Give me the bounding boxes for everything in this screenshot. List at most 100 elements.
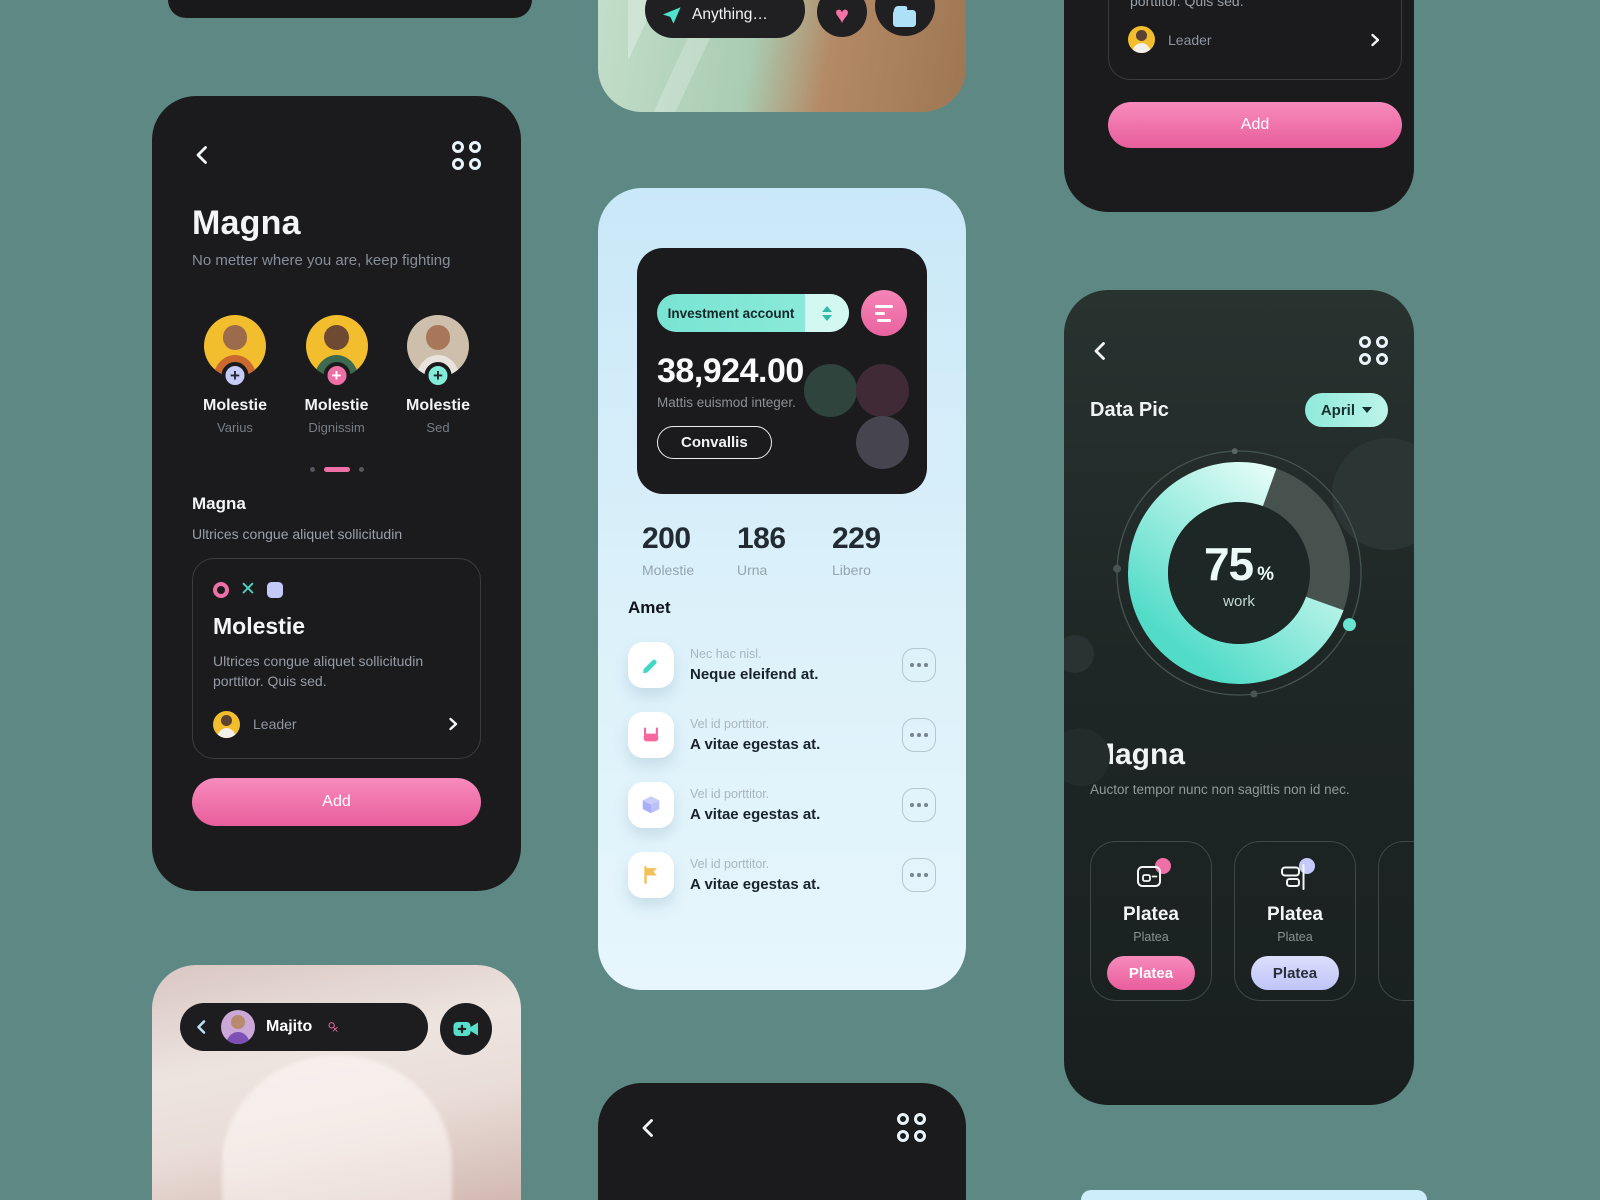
platea-card-subtitle: Platea xyxy=(1277,930,1313,944)
stat-item: 186 Urna xyxy=(737,522,823,578)
datapic-subheading: Auctor tempor nunc non sagittis non id n… xyxy=(1090,782,1350,797)
account-selector-label: Investment account xyxy=(667,305,795,321)
task-overline: Nec hac nisl. xyxy=(690,647,762,661)
pager-dot[interactable] xyxy=(358,467,364,472)
chat-header-bar: Majito ♀ xyxy=(180,1003,428,1051)
leader-row[interactable]: Leader xyxy=(213,710,460,738)
finance-screen: Investment account 38,924.00 Mattis euis… xyxy=(598,188,966,990)
page-title: Magna xyxy=(192,204,301,242)
more-button[interactable] xyxy=(902,858,936,892)
magna-screen: Magna No metter where you are, keep figh… xyxy=(152,96,521,891)
compose-bar[interactable]: Anything… xyxy=(645,0,805,38)
platea-button[interactable]: Platea xyxy=(1107,956,1195,990)
leader-avatar xyxy=(213,710,240,738)
back-icon[interactable] xyxy=(1090,340,1112,362)
platea-card-subtitle: Platea xyxy=(1133,930,1169,944)
task-item[interactable]: Vel id porttitor. A vitae egestas at. xyxy=(628,712,936,758)
more-button[interactable] xyxy=(902,718,936,752)
pager-dot[interactable] xyxy=(309,467,315,472)
chevron-right-icon[interactable] xyxy=(1368,33,1382,47)
stat-value: 229 xyxy=(832,522,881,555)
screen-sliver-bottom-right xyxy=(1081,1190,1427,1200)
chevron-right-icon[interactable] xyxy=(446,717,460,731)
platea-card-title: Platea xyxy=(1267,904,1323,925)
member-role: Sed xyxy=(426,420,450,435)
chat-photo-screen: Majito ♀ xyxy=(152,965,521,1200)
member-role: Varius xyxy=(217,420,253,435)
group-card xyxy=(1108,0,1402,80)
back-icon[interactable] xyxy=(192,144,214,166)
account-selector[interactable]: Investment account xyxy=(657,294,849,332)
clipboard-icon xyxy=(893,6,917,28)
circle-shape-icon xyxy=(213,581,229,598)
task-item[interactable]: Vel id porttitor. A vitae egestas at. xyxy=(628,782,936,828)
member-name: Molestie xyxy=(405,397,470,414)
task-item[interactable]: Vel id porttitor. A vitae egestas at. xyxy=(628,852,936,898)
month-selector[interactable]: April xyxy=(1304,393,1388,427)
stat-value: 200 xyxy=(642,522,691,555)
task-overline: Vel id porttitor. xyxy=(690,717,770,731)
decor-circle xyxy=(1064,635,1094,673)
donut-caption: work xyxy=(1223,592,1255,610)
stat-label: Libero xyxy=(832,562,871,578)
back-icon[interactable] xyxy=(194,1019,210,1035)
carousel-pager[interactable] xyxy=(192,467,481,472)
dark-bottom-screen xyxy=(598,1083,966,1200)
save-button[interactable] xyxy=(875,0,935,36)
window-icon xyxy=(1137,866,1161,887)
member-name: Molestie xyxy=(202,397,267,414)
leader-label: Leader xyxy=(1168,31,1212,48)
photo-screen: Anything… ♥ xyxy=(598,0,966,112)
back-icon[interactable] xyxy=(638,1117,660,1139)
member-item[interactable]: + Molestie Varius xyxy=(192,315,278,435)
decor-circle xyxy=(856,416,909,469)
compose-label: Anything… xyxy=(692,6,768,23)
video-camera-icon xyxy=(453,1022,478,1036)
group-card-title: Molestie xyxy=(213,613,306,639)
add-member-icon[interactable]: + xyxy=(323,362,350,389)
progress-donut-chart: 75 % work xyxy=(1109,443,1369,708)
balance-caption: Mattis euismod integer. xyxy=(657,395,796,410)
decor-circle xyxy=(856,364,909,417)
stats-row: 200 Molestie 186 Urna 229 Libero xyxy=(628,522,936,578)
square-shape-icon xyxy=(266,581,283,598)
convallis-button[interactable]: Convallis xyxy=(657,426,772,459)
more-button[interactable] xyxy=(902,648,936,682)
add-button[interactable]: Add xyxy=(192,777,481,826)
month-label: April xyxy=(1320,401,1355,419)
platea-card-partial[interactable] xyxy=(1378,841,1414,1001)
page-subtitle: No metter where you are, keep fighting xyxy=(192,252,451,269)
platea-card[interactable]: Platea Platea Platea xyxy=(1090,841,1212,1001)
member-item[interactable]: + Molestie Sed xyxy=(395,315,481,435)
member-item[interactable]: + Molestie Dignissim xyxy=(294,315,380,435)
like-button[interactable]: ♥ xyxy=(817,0,867,37)
task-item[interactable]: Nec hac nisl. Neque eleifend at. xyxy=(628,642,936,688)
leader-label: Leader xyxy=(253,716,297,733)
chat-avatar[interactable] xyxy=(221,1010,255,1044)
grid-menu-icon[interactable] xyxy=(897,1113,926,1142)
add-button[interactable]: Add xyxy=(1108,102,1402,148)
task-title: A vitae egestas at. xyxy=(690,736,821,753)
platea-card[interactable]: Platea Platea Platea xyxy=(1234,841,1356,1001)
leader-avatar xyxy=(1128,26,1155,53)
section-title: Magna xyxy=(192,494,246,513)
video-call-button[interactable] xyxy=(440,1003,492,1055)
task-overline: Vel id porttitor. xyxy=(690,857,770,871)
grid-menu-icon[interactable] xyxy=(1359,336,1388,365)
datapic-screen: Data Pic April xyxy=(1064,290,1414,1105)
platea-button[interactable]: Platea xyxy=(1251,956,1339,990)
leader-row[interactable]: Leader xyxy=(1128,26,1382,53)
platea-cards-row: Platea Platea Platea Platea Platea Plate… xyxy=(1090,841,1414,1001)
grid-menu-icon[interactable] xyxy=(452,140,481,170)
magna-topbar xyxy=(192,140,481,170)
group-card[interactable]: ✕ Molestie Ultrices congue aliquet solli… xyxy=(192,558,481,759)
filter-button[interactable] xyxy=(861,290,907,336)
pager-dot-active[interactable] xyxy=(323,467,350,472)
more-button[interactable] xyxy=(902,788,936,822)
decor-circle xyxy=(804,364,857,417)
add-member-icon[interactable]: + xyxy=(221,362,249,389)
donut-percent-unit: % xyxy=(1257,563,1275,585)
add-member-icon[interactable]: + xyxy=(424,362,452,389)
member-role: Dignissim xyxy=(308,420,365,435)
